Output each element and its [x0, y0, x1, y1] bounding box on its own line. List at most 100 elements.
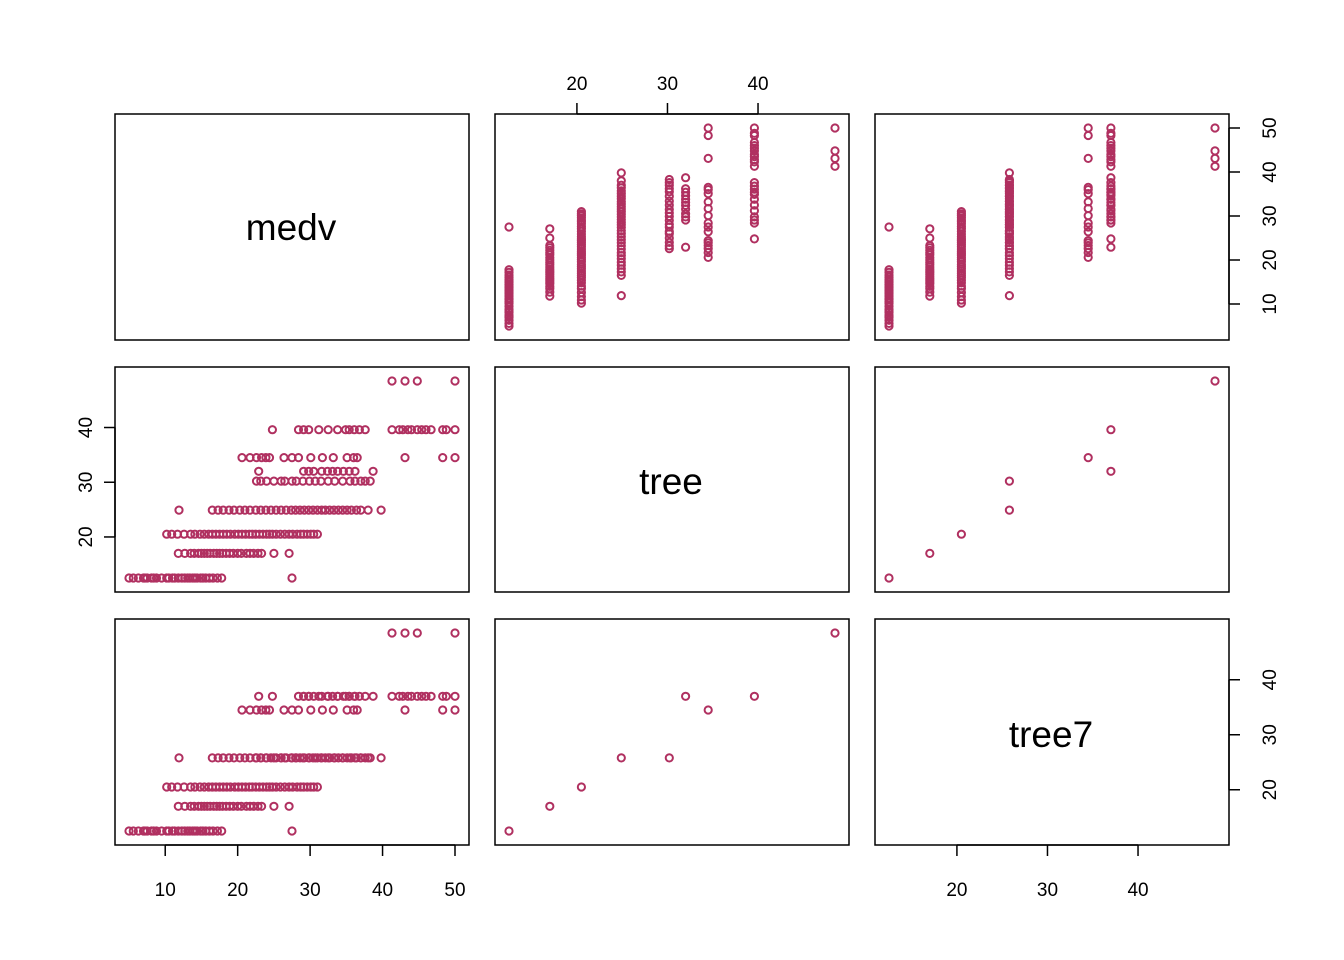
point-tree7-medv — [124, 826, 134, 836]
point-medv-tree7 — [1083, 153, 1093, 163]
point-medv-tree — [703, 123, 713, 133]
point-tree-medv — [124, 573, 134, 583]
point-tree7-medv — [320, 753, 330, 763]
x-tick-label-medv: 20 — [227, 880, 248, 901]
point-medv-tree — [703, 153, 713, 163]
point-medv-tree — [830, 161, 840, 171]
point-tree7-medv — [314, 691, 324, 701]
point-medv-tree7 — [1106, 173, 1116, 183]
point-tree-medv — [352, 453, 362, 463]
point-medv-tree7 — [884, 265, 894, 275]
point-tree7-medv — [151, 826, 162, 836]
point-tree-medv — [342, 505, 352, 515]
point-medv-tree — [749, 206, 760, 216]
point-tree-medv — [317, 453, 327, 463]
point-tree-medv — [308, 505, 318, 515]
point-tree-medv — [279, 453, 289, 463]
point-medv-tree — [703, 222, 713, 232]
point-medv-tree — [703, 227, 713, 237]
point-tree-tree7 — [884, 573, 894, 583]
point-medv-tree — [616, 241, 626, 251]
point-medv-tree — [616, 244, 626, 254]
point-tree-medv — [174, 505, 184, 515]
point-tree7-medv — [344, 691, 354, 701]
point-tree7-medv — [299, 691, 309, 701]
point-tree7-medv — [186, 782, 196, 792]
point-tree-medv — [368, 466, 378, 476]
point-tree7-medv — [328, 705, 338, 715]
point-medv-tree7 — [1083, 252, 1093, 262]
point-tree7-medv — [208, 826, 218, 836]
point-tree-medv — [360, 425, 370, 435]
point-medv-tree — [681, 209, 691, 219]
point-tree-medv — [236, 548, 246, 559]
point-tree-medv — [199, 548, 209, 559]
point-medv-tree — [749, 155, 760, 165]
y-tick-label-medv: 30 — [1260, 205, 1281, 226]
point-tree-medv — [276, 505, 286, 515]
point-tree7-medv — [398, 691, 408, 701]
point-medv-tree — [504, 222, 514, 232]
point-tree7-tree — [664, 753, 674, 763]
x-tick-label-tree: 20 — [566, 74, 587, 95]
point-tree-medv — [394, 425, 404, 435]
point-tree-medv — [403, 425, 413, 435]
point-medv-tree7 — [1106, 128, 1116, 138]
point-tree-medv — [271, 529, 281, 539]
point-tree7-medv — [240, 753, 250, 763]
point-tree-medv — [387, 376, 397, 386]
point-tree7-tree — [703, 705, 713, 715]
y-tick-label-tree7: 30 — [1260, 724, 1281, 745]
point-tree-medv — [256, 505, 266, 515]
point-tree7-medv — [271, 782, 281, 792]
point-tree7-medv — [349, 691, 359, 701]
point-medv-tree7 — [1106, 181, 1116, 191]
point-tree-medv — [387, 425, 397, 435]
point-medv-tree7 — [1210, 123, 1220, 133]
point-tree-medv — [180, 548, 190, 559]
x-tick-label-tree: 40 — [747, 74, 768, 95]
point-tree7-medv — [237, 705, 247, 715]
point-medv-tree7 — [1004, 204, 1015, 214]
point-tree-medv — [338, 476, 348, 486]
point-tree7-medv — [394, 691, 404, 701]
point-medv-tree — [749, 149, 760, 159]
point-medv-tree7 — [1083, 123, 1093, 133]
point-tree7-medv — [438, 705, 448, 715]
point-medv-tree7 — [1106, 141, 1116, 151]
point-medv-tree — [616, 168, 626, 178]
point-tree-medv — [304, 476, 314, 486]
point-tree7-medv — [269, 801, 279, 811]
point-tree7-tree — [504, 826, 514, 836]
point-medv-tree — [749, 178, 760, 188]
point-tree-medv — [349, 425, 359, 435]
point-tree7-tree — [830, 628, 840, 638]
point-medv-tree7 — [1106, 149, 1116, 159]
point-tree-medv — [406, 425, 417, 435]
point-medv-tree7 — [1106, 215, 1116, 225]
point-tree7-medv — [360, 691, 370, 701]
point-tree-medv — [450, 376, 460, 386]
point-tree7-medv — [174, 753, 184, 763]
point-medv-tree7 — [1106, 218, 1116, 228]
point-medv-tree — [749, 234, 760, 244]
point-medv-tree — [830, 153, 840, 163]
point-tree-medv — [251, 505, 261, 515]
point-medv-tree7 — [956, 281, 967, 291]
point-tree-medv — [450, 425, 460, 435]
point-tree7-medv — [236, 801, 246, 811]
point-medv-tree — [830, 146, 840, 156]
panel-medv-medv — [114, 113, 470, 341]
point-tree-medv — [240, 505, 250, 515]
point-medv-tree7 — [1083, 227, 1093, 237]
point-tree-medv — [317, 466, 327, 476]
point-medv-tree7 — [1004, 178, 1015, 188]
point-tree-medv — [329, 505, 339, 515]
point-tree7-medv — [284, 801, 294, 811]
point-medv-tree7 — [1210, 161, 1220, 171]
point-tree7-medv — [276, 753, 286, 763]
point-tree7-medv — [412, 691, 422, 701]
point-tree7-medv — [356, 753, 366, 763]
point-tree7-medv — [275, 782, 285, 792]
